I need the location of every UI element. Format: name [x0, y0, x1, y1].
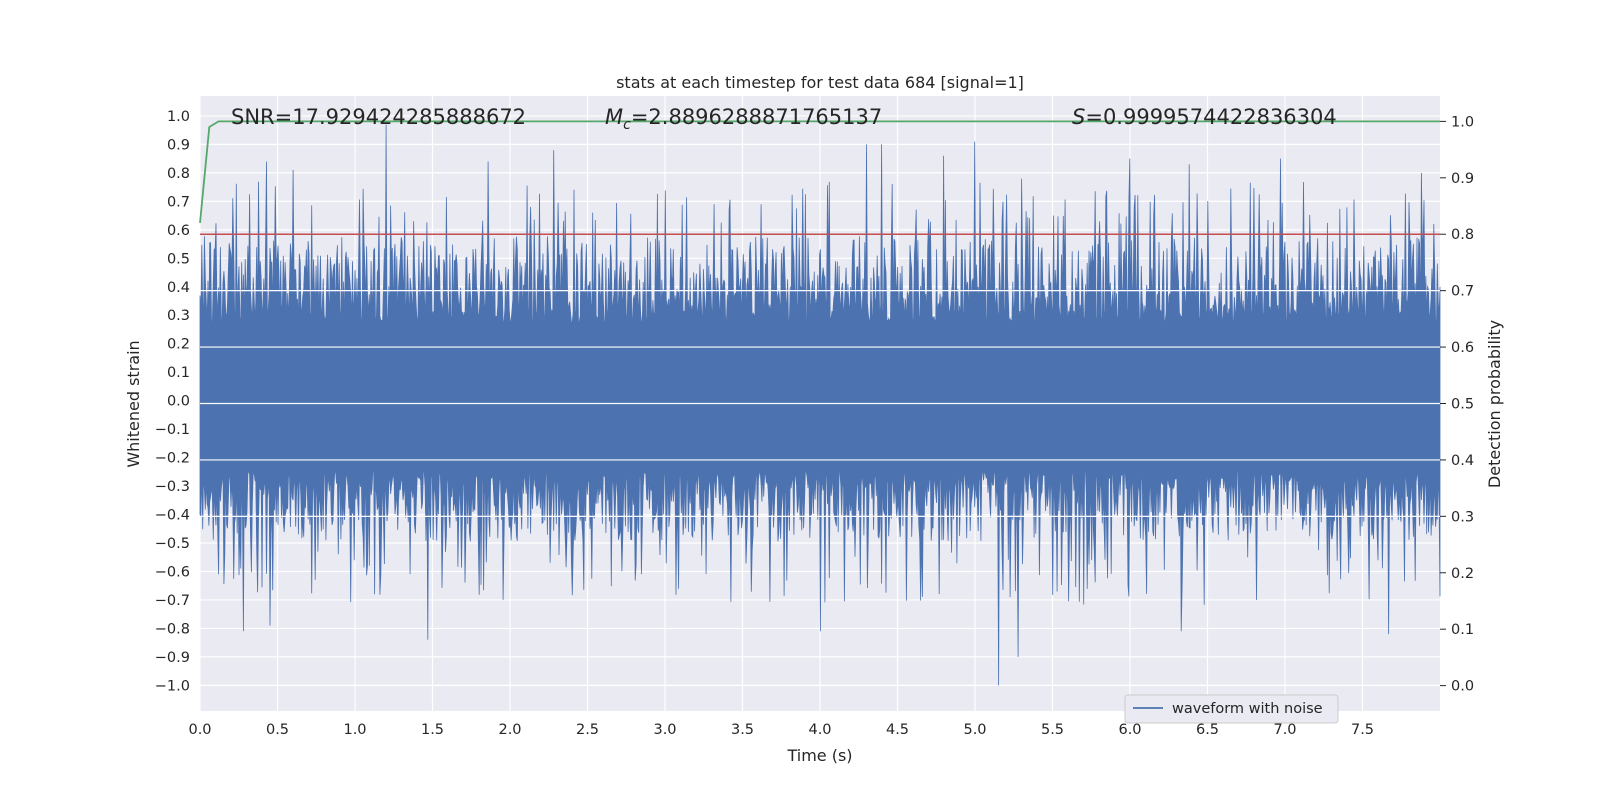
mc-annotation: Mc=2.8896288871765137	[605, 105, 882, 133]
y-left-tick-label: −0.5	[155, 536, 190, 552]
x-tick-label: 0.5	[266, 722, 289, 738]
s-annotation: S=0.9999574422836304	[1072, 105, 1337, 129]
y-left-tick-label: 0.2	[167, 337, 190, 353]
y-right-axis-label: Detection probability	[1485, 320, 1504, 488]
y-right-tick-label: 0.2	[1451, 566, 1474, 582]
y-left-tick-label: 0.4	[167, 280, 190, 296]
y-right-tick-label: 0.7	[1451, 284, 1474, 300]
y-right-tick-label: 0.8	[1451, 227, 1474, 243]
y-left-tick-label: 0.0	[167, 394, 190, 410]
y-right-tick-label: 0.6	[1451, 340, 1474, 356]
x-tick-label: 3.5	[731, 722, 754, 738]
y-right-tick-label: 0.3	[1451, 509, 1474, 525]
y-right-tick-label: 0.1	[1451, 622, 1474, 638]
chart-title: stats at each timestep for test data 684…	[616, 73, 1024, 92]
snr-annotation: SNR=17.929424285888672	[231, 105, 526, 129]
waveform-fill	[199, 124, 1441, 686]
x-tick-label: 7.5	[1351, 722, 1374, 738]
x-tick-label: 2.5	[576, 722, 599, 738]
x-tick-label: 4.5	[886, 722, 909, 738]
y-left-tick-label: 0.7	[167, 194, 190, 210]
y-right-tick-label: 0.4	[1451, 453, 1474, 469]
x-tick-label: 0.0	[188, 722, 211, 738]
y-left-tick-label: −0.2	[155, 451, 190, 467]
y-left-tick-label: 0.9	[167, 137, 190, 153]
y-left-tick-labels: 1.0 0.9 0.8 0.7 0.6 0.5 0.4 0.3 0.2 0.1 0.0 −0.1 −0.…	[155, 109, 190, 694]
x-tick-label: 6.5	[1196, 722, 1219, 738]
x-tick-label: 3.0	[653, 722, 676, 738]
legend: waveform with noise	[1124, 694, 1339, 724]
y-left-tick-label: −1.0	[155, 678, 190, 694]
x-tick-label: 4.0	[808, 722, 831, 738]
x-tick-label: 1.0	[343, 722, 366, 738]
y-left-tick-label: 1.0	[167, 109, 190, 125]
x-tick-label: 5.5	[1041, 722, 1064, 738]
y-left-tick-label: −0.4	[155, 508, 190, 524]
detection-probability-line	[199, 120, 1440, 223]
y-left-tick-label: 0.5	[167, 251, 190, 267]
y-left-tick-label: −0.8	[155, 621, 190, 637]
mc-value: =2.8896288871765137	[631, 105, 882, 129]
y-right-tick-label: 0.9	[1451, 171, 1474, 187]
y-left-tick-label: 0.6	[167, 223, 190, 239]
x-tick-label: 6.0	[1118, 722, 1141, 738]
y-left-tick-label: 0.8	[167, 166, 190, 182]
y-right-tick-label: 1.0	[1451, 114, 1474, 130]
y-right-tick-label: 0.0	[1451, 679, 1474, 695]
waveform-series	[199, 124, 1441, 686]
s-value: =0.9999574422836304	[1085, 105, 1336, 129]
legend-entry-waveform: waveform with noise	[1172, 701, 1323, 717]
y-left-tick-label: −0.6	[155, 564, 190, 580]
y-left-tick-label: 0.1	[167, 365, 190, 381]
y-left-tick-label: −0.1	[155, 422, 190, 438]
y-left-tick-label: 0.3	[167, 308, 190, 324]
y-left-tick-label: −0.7	[155, 593, 190, 609]
y-right-tick-label: 0.5	[1451, 397, 1474, 413]
x-axis-label: Time (s)	[786, 746, 852, 765]
legend-box	[1124, 694, 1339, 724]
x-tick-label: 2.0	[498, 722, 521, 738]
x-tick-labels: 0.0 0.5 1.0 1.5 2.0 2.5 3.0 3.5 4.0 4.5 5.0 5.5 6.0 6…	[188, 722, 1374, 738]
s-symbol: S	[1072, 105, 1085, 129]
mc-subscript: c	[623, 117, 631, 133]
y-left-tick-label: −0.9	[155, 650, 190, 666]
x-tick-label: 5.0	[963, 722, 986, 738]
y-right-tick-labels: 1.0 0.9 0.8 0.7 0.6 0.5 0.4 0.3 0.2 0.1 0.0	[1440, 114, 1474, 695]
y-left-tick-label: −0.3	[155, 479, 190, 495]
x-tick-label: 1.5	[421, 722, 444, 738]
y-left-axis-label: Whitened strain	[124, 340, 143, 467]
x-tick-label: 7.0	[1273, 722, 1296, 738]
mc-symbol: M	[605, 105, 623, 129]
